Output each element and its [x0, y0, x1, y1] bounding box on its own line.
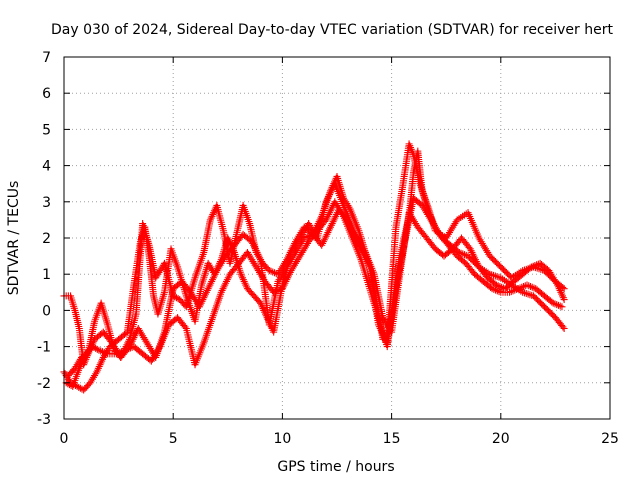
data-point [300, 234, 308, 242]
data-point [495, 288, 503, 296]
data-point [527, 263, 535, 271]
data-point [507, 288, 515, 296]
y-tick-label: 4 [42, 159, 51, 175]
data-point [492, 281, 500, 289]
data-point [269, 268, 277, 276]
data-point [553, 301, 561, 309]
x-tick-label: 10 [273, 431, 291, 447]
data-point [559, 323, 567, 331]
data-point [525, 282, 533, 290]
data-point [102, 349, 110, 357]
y-tick-label: -1 [37, 340, 51, 356]
data-point [122, 329, 130, 337]
data-point [514, 285, 522, 293]
series-track-4 [64, 205, 568, 380]
data-point [511, 286, 519, 294]
y-tick-label: -2 [37, 376, 51, 392]
data-point [494, 282, 502, 290]
data-point [560, 296, 568, 304]
x-tick-label: 25 [601, 431, 619, 447]
data-point [496, 283, 504, 291]
data-point [97, 347, 105, 355]
data-point [488, 285, 496, 293]
x-tick-label: 0 [60, 431, 69, 447]
data-point [509, 287, 517, 295]
data-point [523, 281, 531, 289]
data-point [551, 300, 559, 308]
y-tick-label: 2 [42, 231, 51, 247]
y-tick-label: 0 [42, 303, 51, 319]
chart-title: Day 030 of 2024, Sidereal Day-to-day VTE… [51, 22, 613, 38]
data-point [524, 290, 532, 298]
data-point [549, 299, 557, 307]
y-tick-label: 6 [42, 86, 51, 102]
data-point [528, 283, 536, 291]
y-axis-label: SDTVAR / TECUs [6, 181, 22, 296]
data-point [459, 250, 467, 258]
x-tick-label: 5 [169, 431, 178, 447]
data-point [95, 346, 103, 354]
data-point [520, 283, 528, 291]
data-point [529, 262, 537, 270]
data-point [461, 251, 469, 259]
data-point [267, 267, 275, 275]
y-tick-label: 1 [42, 267, 51, 283]
data-point [495, 273, 503, 281]
data-point [457, 249, 465, 257]
data-point [307, 231, 315, 239]
data-point [492, 286, 500, 294]
x-tick-label: 20 [492, 431, 510, 447]
data-point [527, 283, 535, 291]
x-tick-label: 15 [383, 431, 401, 447]
data-point [531, 262, 539, 270]
data-point [493, 287, 501, 295]
data-point [556, 302, 564, 310]
data-point [93, 345, 101, 353]
data-series [60, 140, 568, 394]
data-point [98, 348, 106, 356]
data-point [100, 348, 108, 356]
data-point [490, 285, 498, 293]
y-tick-label: 7 [42, 50, 51, 66]
data-point [265, 267, 273, 275]
y-tick-label: 5 [42, 122, 51, 138]
data-point [302, 233, 310, 241]
data-point [554, 301, 562, 309]
x-axis-label: GPS time / hours [277, 459, 394, 475]
data-point [181, 323, 189, 331]
series-track-2 [60, 147, 568, 394]
data-point [506, 288, 514, 296]
data-point [491, 272, 499, 280]
data-point [513, 285, 521, 293]
data-point [518, 283, 526, 291]
y-tick-label: -3 [37, 412, 51, 428]
data-point [560, 325, 568, 332]
data-point [516, 284, 524, 292]
axes: 0 5 10 15 20 25 -3 -2 -1 0 1 2 3 4 5 6 7 [37, 50, 619, 447]
data-point [558, 303, 566, 311]
data-point [304, 233, 312, 241]
y-tick-label: 3 [42, 195, 51, 211]
